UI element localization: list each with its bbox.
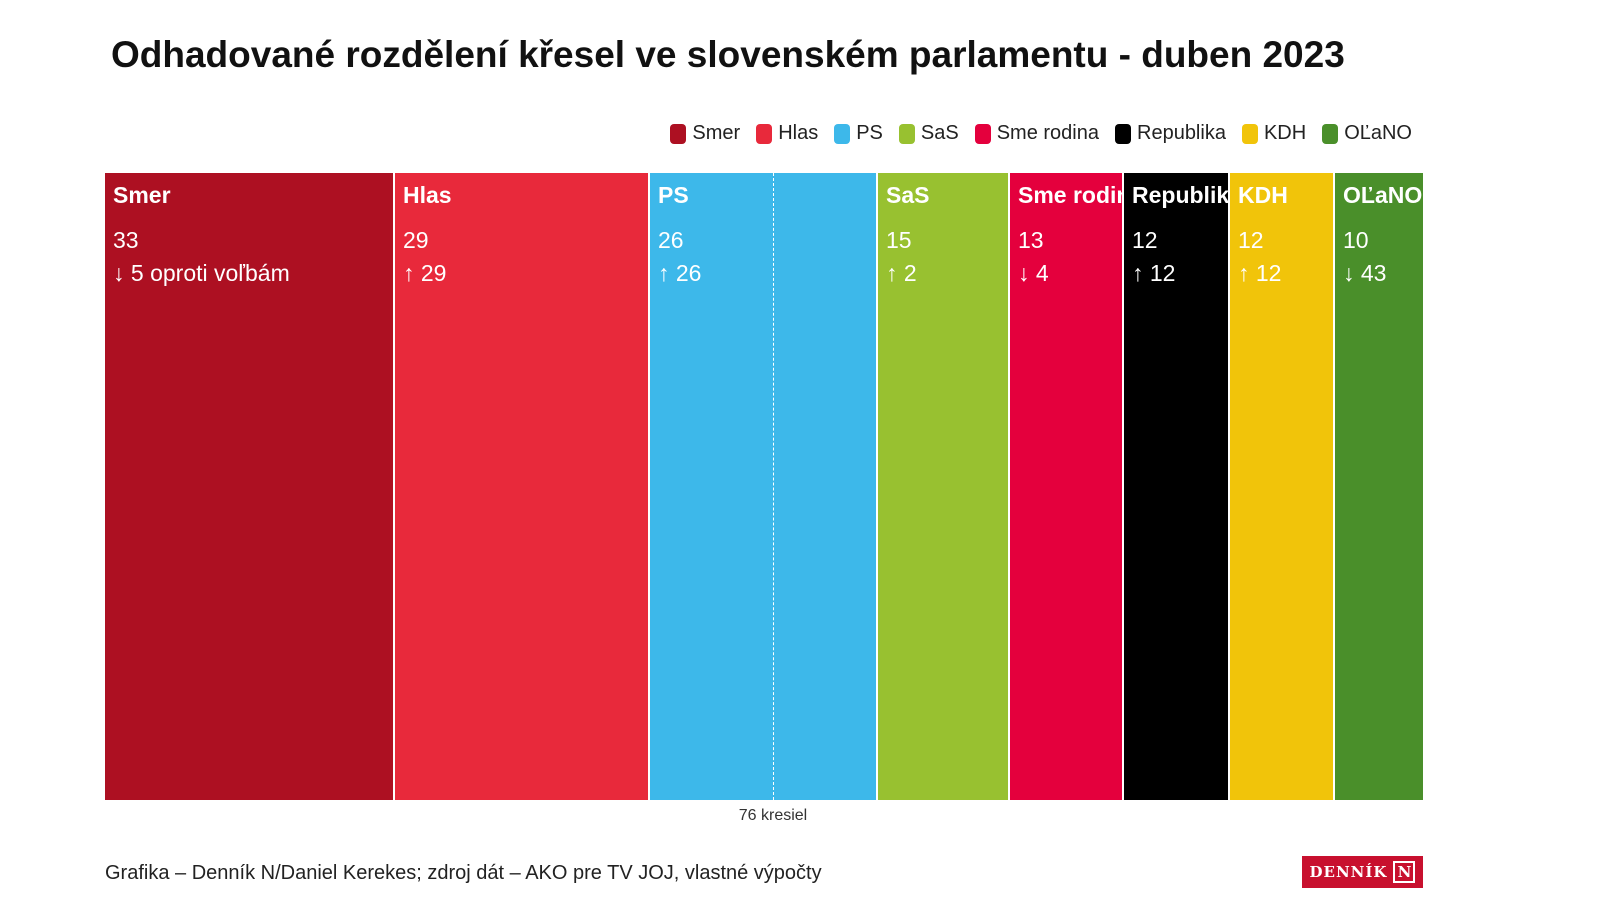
legend-swatch [898, 123, 915, 144]
bar-seats-value: 29 [403, 227, 429, 253]
bar-change-value: ↑ 26 [658, 260, 702, 286]
legend-label: KDH [1263, 122, 1307, 144]
dennik-n-logo: DENNÍK N [1302, 856, 1423, 888]
seat-distribution-chart: Smer 33 ↓ 5 oproti voľbám Hlas 29 ↑ 29 PS 26 ↑ 2… [105, 173, 1423, 800]
bar-label: PS [658, 182, 689, 208]
legend-item: Smer [670, 122, 740, 145]
bar-smer: Smer 33 ↓ 5 oproti voľbám [105, 173, 395, 800]
bar-label: OĽaNO [1343, 182, 1423, 208]
bar-republika: Republika 12 ↑ 12 [1124, 173, 1230, 800]
bar-kdh: KDH 12 ↑ 12 [1230, 173, 1335, 800]
bar-label: KDH [1238, 182, 1288, 208]
legend-label: Smer [692, 122, 741, 144]
legend-swatch [974, 123, 991, 144]
majority-label: 76 kresiel [738, 807, 808, 824]
legend-item: Republika [1115, 122, 1226, 145]
bar-change-value: ↓ 43 [1343, 260, 1387, 286]
bar-seats-value: 15 [886, 227, 912, 253]
logo-text: DENNÍK [1309, 863, 1388, 881]
legend-label: PS [856, 122, 883, 144]
chart-legend: Smer Hlas PS SaS Sme rodina Republika KDH OĽaNO [670, 122, 1412, 145]
legend-label: SaS [920, 122, 959, 144]
bar-change-value: ↑ 12 [1132, 260, 1176, 286]
bar-change-value: ↑ 29 [403, 260, 447, 286]
bar-ps: PS 26 ↑ 26 [650, 173, 878, 800]
legend-item: SaS [898, 122, 959, 145]
legend-swatch [756, 123, 773, 144]
legend-item: PS [834, 122, 883, 145]
bar-change-value: ↓ 5 oproti voľbám [113, 260, 290, 286]
legend-label: Republika [1137, 122, 1226, 144]
bar-hlas: Hlas 29 ↑ 29 [395, 173, 650, 800]
bar-label: Smer [113, 182, 171, 208]
bar-seats-value: 13 [1018, 227, 1044, 253]
bar-sas: SaS 15 ↑ 2 [878, 173, 1010, 800]
bar-seats-value: 26 [658, 227, 684, 253]
bar-seats-value: 33 [113, 227, 139, 253]
legend-swatch [1241, 123, 1258, 144]
legend-label: Hlas [778, 122, 819, 144]
legend-item: Hlas [756, 122, 818, 145]
bar-seats-value: 10 [1343, 227, 1369, 253]
logo-mark: N [1393, 861, 1416, 883]
legend-item: KDH [1241, 122, 1307, 145]
bar-oľano: OĽaNO 10 ↓ 43 [1335, 173, 1423, 800]
source-note: Grafika – Denník N/Daniel Kerekes; zdroj… [105, 862, 822, 884]
legend-swatch [834, 123, 851, 144]
bar-change-value: ↑ 12 [1238, 260, 1282, 286]
legend-item: OĽaNO [1322, 122, 1412, 145]
bar-seats-value: 12 [1132, 227, 1158, 253]
chart-title: Odhadované rozdělení křesel ve slovenské… [111, 34, 1345, 75]
legend-swatch [1115, 123, 1131, 144]
bar-sme-rodina: Sme rodina 13 ↓ 4 [1010, 173, 1124, 800]
bar-label: Sme rodina [1018, 182, 1122, 208]
bar-label: SaS [886, 182, 930, 208]
bar-change-value: ↓ 4 [1018, 260, 1049, 286]
bar-label: Republika [1132, 182, 1230, 208]
bar-seats-value: 12 [1238, 227, 1264, 253]
legend-item: Sme rodina [974, 122, 1099, 145]
legend-label: OĽaNO [1344, 122, 1412, 144]
bar-change-value: ↑ 2 [886, 260, 917, 286]
majority-line [773, 173, 774, 800]
legend-swatch [670, 123, 687, 144]
legend-label: Sme rodina [996, 122, 1099, 144]
legend-swatch [1322, 123, 1339, 144]
bar-label: Hlas [403, 182, 452, 208]
